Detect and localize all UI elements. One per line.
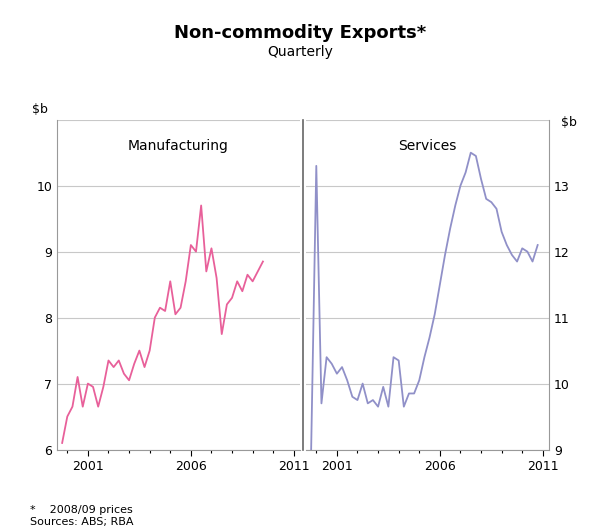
Y-axis label: $b: $b (560, 117, 577, 129)
Text: Manufacturing: Manufacturing (128, 139, 229, 154)
Text: Non-commodity Exports*: Non-commodity Exports* (174, 24, 426, 42)
Y-axis label: $b: $b (32, 103, 48, 117)
Text: *    2008/09 prices
Sources: ABS; RBA: * 2008/09 prices Sources: ABS; RBA (30, 505, 133, 527)
Text: Services: Services (398, 139, 457, 154)
Text: Quarterly: Quarterly (267, 45, 333, 59)
